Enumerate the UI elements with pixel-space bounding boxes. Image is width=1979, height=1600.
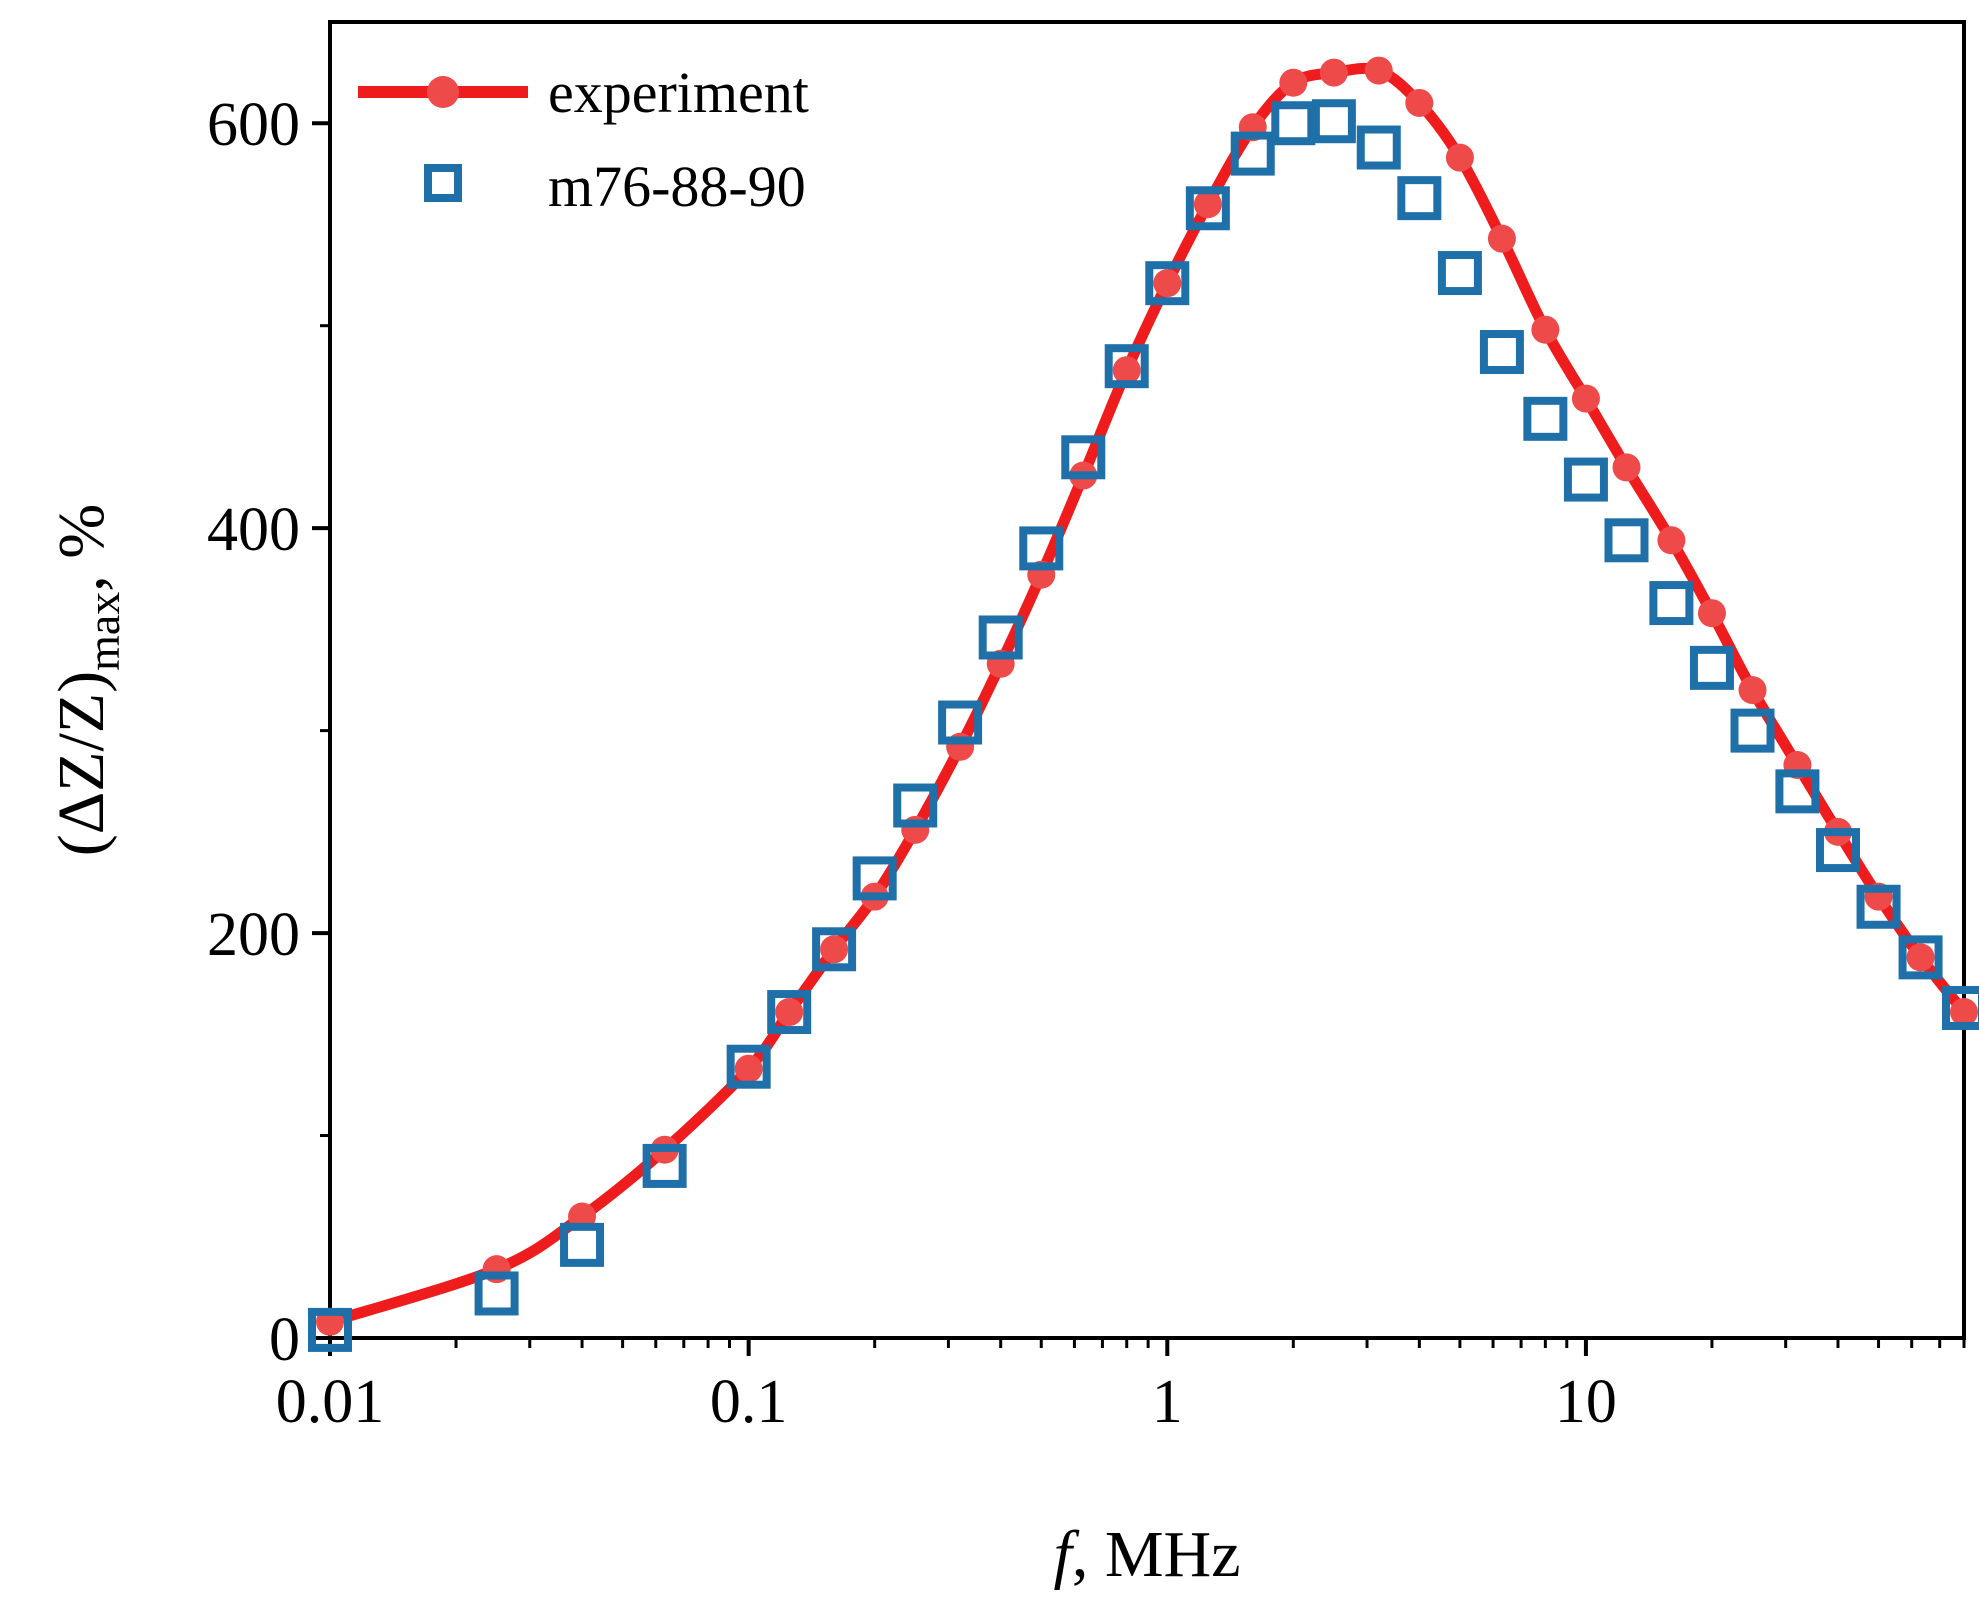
experiment-point — [1364, 56, 1393, 85]
model-point — [1730, 708, 1775, 753]
series-m76-88-90 — [308, 99, 1979, 1352]
model-point — [1856, 884, 1901, 929]
model-point — [1311, 99, 1356, 144]
experiment-point — [1950, 998, 1978, 1027]
y-tick-label: 200 — [207, 901, 300, 969]
experiment-point — [1153, 269, 1182, 298]
experiment-point — [734, 1054, 763, 1083]
model-point — [1185, 186, 1230, 231]
model-point — [560, 1222, 605, 1267]
model-point — [1437, 251, 1482, 296]
model-point — [726, 1044, 771, 1089]
model-point — [1061, 435, 1106, 480]
model-point — [938, 700, 983, 745]
legend: experiment m76-88-90 — [358, 60, 809, 219]
model-point — [1145, 261, 1190, 306]
y-axis-ticks: 0 200 400 600 — [207, 91, 330, 1374]
model-point — [1271, 101, 1316, 146]
experiment-point — [1657, 526, 1686, 555]
experiment-point — [1319, 58, 1348, 87]
y-tick-label: 400 — [207, 496, 300, 564]
model-point — [1563, 457, 1608, 502]
model-point — [1479, 330, 1524, 375]
series-experiment — [316, 56, 1978, 1336]
model-point — [1397, 176, 1442, 221]
plot-frame — [328, 20, 1966, 1340]
experiment-point — [1279, 68, 1308, 97]
model-point — [1689, 645, 1734, 690]
model-point — [308, 1307, 352, 1352]
model-point — [474, 1271, 519, 1316]
experiment-point — [1445, 143, 1474, 172]
model-point — [1523, 396, 1568, 441]
legend-experiment-marker — [427, 76, 459, 108]
model-point — [1356, 125, 1401, 170]
x-tick-label: 1 — [1152, 1368, 1183, 1436]
experiment-point — [820, 935, 849, 964]
x-tick-label: 0.1 — [710, 1368, 788, 1436]
experiment-point — [1738, 676, 1767, 705]
y-tick-label: 600 — [207, 91, 300, 159]
experiment-line — [328, 62, 1969, 1328]
x-axis-label: f, MHz — [1054, 1518, 1241, 1591]
model-point — [1775, 769, 1820, 814]
y-tick-label: 0 — [269, 1306, 300, 1374]
model-point — [1230, 131, 1275, 176]
experiment-point — [1531, 315, 1560, 344]
x-axis-ticks: 0.01 0.1 1 10 — [276, 1338, 1966, 1436]
model-point — [978, 615, 1023, 660]
experiment-point — [1571, 384, 1600, 413]
model-point — [1019, 526, 1064, 571]
model-point — [1815, 828, 1860, 873]
experiment-point — [775, 998, 804, 1027]
model-point — [1104, 344, 1149, 389]
model-point — [852, 856, 897, 901]
model-point — [642, 1143, 687, 1188]
experiment-point — [1487, 224, 1516, 253]
legend-model-marker — [424, 164, 462, 202]
experiment-point — [1906, 943, 1935, 972]
legend-experiment-label: experiment — [548, 60, 809, 125]
y-axis-label: (ΔZ/Z)max, % — [45, 504, 129, 857]
experiment-point — [1405, 88, 1434, 117]
experiment-point — [1697, 599, 1726, 628]
legend-model-label: m76-88-90 — [548, 154, 806, 219]
model-point — [1942, 985, 1979, 1030]
experiment-point — [1193, 190, 1222, 219]
experiment-point — [1112, 356, 1141, 385]
model-point — [767, 990, 812, 1035]
x-tick-label: 0.01 — [276, 1368, 385, 1436]
model-point — [1604, 518, 1649, 563]
model-point — [812, 927, 857, 972]
model-point — [1898, 935, 1943, 980]
model-point — [1649, 581, 1694, 626]
experiment-point — [1612, 453, 1641, 482]
x-tick-label: 10 — [1555, 1368, 1617, 1436]
model-point — [893, 783, 938, 828]
